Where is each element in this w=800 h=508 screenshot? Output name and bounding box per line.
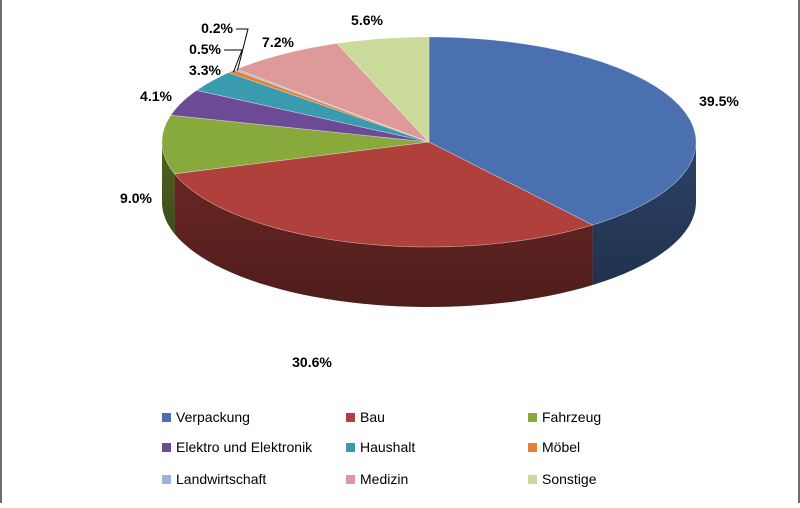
pie-slice-elektro-und-elektronik (170, 89, 430, 143)
data-label-mobel: 0.5% (189, 41, 221, 57)
pie-slice-medizin (235, 43, 430, 143)
legend-item-elektro-und-elektronik: Elektro und Elektronik (162, 439, 313, 455)
data-label-sonstige: 5.6% (351, 12, 383, 28)
legend-swatch-mobel (528, 443, 537, 452)
legend-label-haushalt: Haushalt (360, 439, 415, 455)
legend-item-mobel: Möbel (528, 439, 580, 455)
legend-label-sonstige: Sonstige (542, 471, 597, 487)
legend-swatch-bau (346, 413, 355, 422)
data-label-medizin: 7.2% (262, 34, 294, 50)
legend-swatch-fahrzeug (528, 413, 537, 422)
pie-side-verpackung (592, 142, 696, 285)
data-label-elektro-und-elektronik: 4.1% (140, 88, 172, 104)
legend-label-medizin: Medizin (360, 471, 408, 487)
data-label-haushalt: 3.3% (189, 62, 221, 78)
pie-slices (161, 36, 697, 248)
legend-swatch-verpackung (162, 413, 171, 422)
legend-label-mobel: Möbel (542, 439, 580, 455)
legend-label-landwirtschaft: Landwirtschaft (176, 471, 266, 487)
data-label-verpackung: 39.5% (699, 93, 739, 109)
data-label-bau: 30.6% (292, 354, 332, 370)
legend-item-sonstige: Sonstige (528, 471, 597, 487)
legend-item-medizin: Medizin (346, 471, 408, 487)
data-labels: 39.5% 30.6% 9.0% 4.1% 3.3% 0.5% 0.2% 7.2% 5.6% (120, 12, 739, 370)
pie-side-walls (162, 142, 696, 307)
leader-line-mobel (224, 49, 243, 73)
legend: Verpackung Bau Fahrzeug Elektro und Elektro… (162, 409, 601, 487)
legend-item-haushalt: Haushalt (346, 439, 415, 455)
pie-slice-haushalt (195, 72, 430, 143)
legend-swatch-sonstige (528, 475, 537, 484)
legend-swatch-elektro-und-elektronik (162, 443, 171, 452)
pie-slice-verpackung (428, 36, 697, 226)
legend-label-fahrzeug: Fahrzeug (542, 409, 601, 425)
legend-item-verpackung: Verpackung (162, 409, 250, 425)
pie-side-bau (174, 173, 593, 307)
legend-item-landwirtschaft: Landwirtschaft (162, 471, 266, 487)
leader-line-landwirtschaft (236, 28, 249, 71)
data-label-fahrzeug: 9.0% (120, 190, 152, 206)
legend-item-bau: Bau (346, 409, 385, 425)
legend-label-verpackung: Verpackung (176, 409, 250, 425)
legend-swatch-medizin (346, 475, 355, 484)
pie-slice-fahrzeug (161, 114, 430, 175)
leader-lines (224, 28, 249, 73)
legend-swatch-landwirtschaft (162, 475, 171, 484)
pie-slice-sonstige (336, 36, 430, 143)
legend-label-elektro-und-elektronik: Elektro und Elektronik (176, 439, 313, 455)
legend-item-fahrzeug: Fahrzeug (528, 409, 601, 425)
pie-side-fahrzeug (162, 142, 175, 234)
data-label-landwirtschaft: 0.2% (201, 20, 233, 36)
legend-swatch-haushalt (346, 443, 355, 452)
legend-label-bau: Bau (360, 409, 385, 425)
pie-slice-bau (174, 141, 594, 248)
